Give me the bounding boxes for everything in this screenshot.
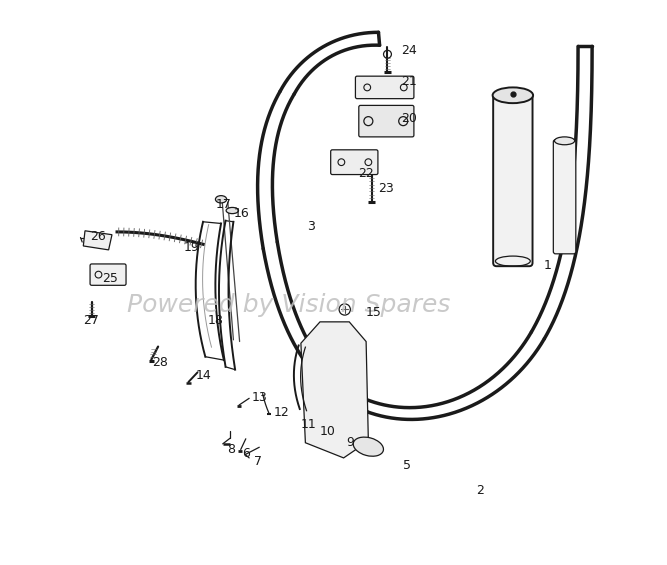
Text: 26: 26	[91, 230, 106, 243]
Polygon shape	[301, 322, 368, 458]
FancyBboxPatch shape	[356, 76, 414, 99]
Text: 25: 25	[102, 272, 117, 285]
Text: 17: 17	[216, 198, 232, 211]
FancyBboxPatch shape	[493, 94, 532, 266]
Text: 10: 10	[320, 425, 336, 438]
Text: 6: 6	[242, 447, 250, 460]
Text: Powered by Vision Spares: Powered by Vision Spares	[127, 293, 450, 317]
Text: 15: 15	[366, 306, 382, 319]
Polygon shape	[83, 231, 112, 250]
Ellipse shape	[215, 195, 227, 203]
Text: 22: 22	[358, 167, 374, 180]
Ellipse shape	[354, 437, 384, 456]
Text: 28: 28	[152, 356, 168, 369]
Text: 24: 24	[401, 45, 417, 58]
Text: 27: 27	[83, 314, 99, 327]
Text: 19: 19	[184, 241, 199, 254]
Text: 18: 18	[207, 314, 223, 327]
FancyBboxPatch shape	[331, 150, 378, 175]
Text: 3: 3	[307, 220, 315, 233]
Text: 8: 8	[227, 443, 235, 456]
Text: 16: 16	[233, 207, 249, 220]
FancyBboxPatch shape	[554, 140, 576, 254]
Text: 7: 7	[253, 455, 261, 468]
FancyBboxPatch shape	[359, 106, 414, 137]
Ellipse shape	[493, 88, 533, 103]
Text: 5: 5	[403, 459, 411, 472]
FancyBboxPatch shape	[90, 264, 126, 285]
Ellipse shape	[554, 137, 575, 145]
Text: 1: 1	[543, 259, 551, 272]
Text: 9: 9	[346, 436, 354, 449]
Ellipse shape	[226, 207, 239, 214]
Text: 20: 20	[401, 112, 417, 125]
Text: 12: 12	[274, 406, 289, 419]
Text: 21: 21	[401, 75, 417, 88]
Text: 2: 2	[476, 484, 484, 497]
Text: 14: 14	[195, 369, 211, 382]
Text: 23: 23	[378, 181, 394, 194]
Text: 13: 13	[251, 391, 267, 404]
Text: 11: 11	[300, 418, 316, 431]
